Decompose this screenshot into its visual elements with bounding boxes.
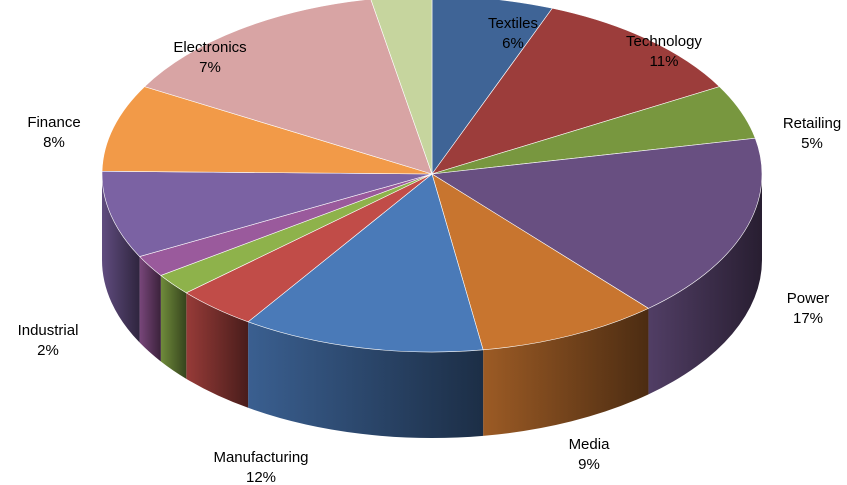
value-label-retailing: 5%	[801, 135, 823, 152]
value-label-textiles: 6%	[502, 35, 524, 52]
value-label-industrial: 2%	[37, 342, 59, 359]
pie-top	[101, 0, 763, 353]
value-label-manufacturing: 12%	[246, 469, 276, 485]
label-industrial: Industrial	[18, 322, 79, 339]
pie-slice-media	[431, 173, 650, 351]
pie-slice-electronics	[143, 0, 433, 175]
value-label-technology: 11%	[650, 53, 679, 70]
pie-side-unlabeled-6	[186, 292, 249, 408]
pie-side-unlabeled-9	[102, 174, 140, 343]
label-media: Media	[569, 436, 611, 453]
pie-slice-finance	[101, 86, 433, 175]
pie-side-manufacturing	[248, 321, 484, 438]
pie-labels: Textiles 6% Technology 11% Retailing 5% Power 1…	[18, 15, 842, 485]
value-label-power: 17%	[793, 310, 823, 327]
pie-side-industrial	[139, 256, 161, 362]
pie-slice-power	[431, 137, 763, 309]
pie-slice-manufacturing	[247, 173, 484, 353]
pie-slice-unlabeled-12	[370, 0, 433, 175]
label-power: Power	[787, 290, 830, 307]
value-label-media: 9%	[578, 456, 600, 473]
label-textiles: Textiles	[488, 15, 538, 32]
label-technology: Technology	[626, 33, 702, 50]
pie-side-power	[648, 174, 762, 395]
label-retailing: Retailing	[783, 115, 841, 132]
pie-slice-textiles	[431, 0, 553, 175]
label-manufacturing: Manufacturing	[213, 449, 308, 466]
value-label-finance: 8%	[43, 134, 65, 151]
value-label-electronics: 7%	[199, 59, 221, 76]
pie-slice-unlabeled-9	[101, 170, 433, 257]
pie-side-walls	[102, 174, 762, 438]
pie-side-media	[483, 308, 649, 436]
pie-slice-technology	[431, 7, 721, 175]
label-electronics: Electronics	[173, 39, 246, 56]
pie-side-unlabeled-7	[160, 275, 187, 379]
label-finance: Finance	[27, 114, 80, 131]
